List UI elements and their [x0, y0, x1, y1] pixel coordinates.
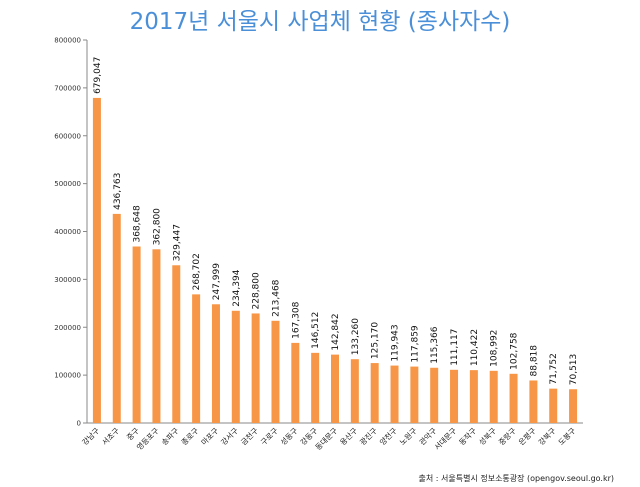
category-label: 종로구 — [180, 426, 201, 447]
category-label: 성북구 — [477, 426, 498, 447]
bar — [291, 342, 300, 423]
category-label: 중랑구 — [497, 426, 518, 447]
category-label: 용산구 — [338, 425, 360, 447]
bar-value-label: 110,422 — [470, 329, 480, 366]
y-tick-label: 0 — [77, 420, 81, 428]
bar-value-label: 88,818 — [529, 345, 539, 377]
category-label: 마포구 — [199, 426, 220, 447]
category-label: 구로구 — [259, 426, 280, 447]
y-tick-label: 100000 — [54, 372, 81, 380]
category-label: 은평구 — [516, 425, 538, 447]
bar — [350, 359, 359, 423]
y-tick-label: 800000 — [54, 37, 81, 45]
category-label: 노원구 — [398, 426, 419, 447]
source-note: 출처 : 서울특별시 정보소통광장 (opengov.seoul.go.kr) — [418, 474, 615, 483]
category-label: 서대문구 — [433, 426, 459, 452]
bar — [311, 352, 320, 423]
bar-value-label: 234,394 — [232, 269, 242, 306]
y-tick-label: 600000 — [54, 132, 81, 140]
bar — [132, 246, 141, 423]
bar — [430, 367, 439, 423]
bar — [251, 313, 260, 423]
bar — [410, 366, 419, 423]
bar-value-label: 70,513 — [569, 354, 579, 386]
bar-series — [92, 97, 578, 423]
bar-value-label: 133,260 — [351, 318, 361, 355]
bar-value-label: 108,992 — [490, 330, 500, 367]
category-label: 영등포구 — [134, 425, 161, 452]
category-label: 도봉구 — [556, 426, 577, 447]
bar-value-label: 102,758 — [510, 332, 520, 369]
bar — [529, 380, 538, 423]
bar-value-label: 679,047 — [93, 57, 103, 94]
bar-value-label: 213,468 — [271, 279, 281, 316]
bar — [152, 249, 161, 423]
category-label: 성동구 — [279, 426, 300, 447]
bar-value-label: 117,859 — [410, 325, 420, 362]
bar — [92, 97, 101, 423]
bar — [549, 388, 558, 423]
bar — [450, 369, 459, 423]
bar — [390, 365, 399, 423]
y-axis-ticks: 0 100000 200000 300000 400000 500000 600000 700… — [54, 37, 87, 428]
bar — [112, 213, 121, 423]
bar-value-label: 119,943 — [391, 324, 401, 361]
bar-value-label: 146,512 — [311, 312, 321, 349]
bar-value-label: 268,702 — [192, 253, 202, 290]
y-tick-label: 200000 — [54, 324, 81, 332]
category-label: 서초구 — [100, 426, 121, 447]
category-label: 양천구 — [377, 425, 399, 447]
bar — [172, 265, 181, 423]
bar-value-label: 71,752 — [549, 353, 559, 385]
bar-value-label: 167,308 — [291, 301, 301, 338]
category-label: 동작구 — [457, 425, 479, 447]
bar — [231, 310, 240, 423]
bar-value-label: 436,763 — [113, 173, 123, 210]
y-tick-label: 300000 — [54, 276, 81, 284]
bar — [489, 370, 498, 423]
y-tick-label: 700000 — [54, 84, 81, 92]
bar-value-label: 142,842 — [331, 313, 341, 350]
bar — [192, 294, 201, 423]
category-label: 동대문구 — [314, 426, 340, 452]
bar-value-label: 111,117 — [450, 329, 460, 366]
category-label: 송파구 — [160, 426, 181, 447]
bar-value-label: 115,366 — [430, 326, 440, 363]
y-tick-label: 500000 — [54, 180, 81, 188]
category-label: 광진구 — [357, 425, 379, 447]
bar-value-label: 368,648 — [133, 205, 143, 242]
bar-value-label: 125,170 — [371, 322, 381, 359]
category-label: 강서구 — [219, 425, 241, 447]
bar — [211, 304, 220, 423]
bar-value-label: 329,447 — [172, 224, 182, 261]
bar — [569, 389, 578, 423]
chart-title: 2017년 서울시 사업체 현황 (종사자수) — [129, 9, 511, 35]
bar-value-label: 228,800 — [252, 272, 262, 309]
category-label: 강북구 — [536, 425, 558, 447]
bar — [509, 373, 518, 423]
bar-value-label: 362,800 — [152, 208, 162, 245]
bar — [469, 370, 478, 423]
y-tick-label: 400000 — [54, 228, 81, 236]
bar-value-label: 247,999 — [212, 263, 222, 300]
bar — [331, 354, 339, 423]
value-labels: 679,047 436,763 368,648 362,800 329,447 268,7… — [93, 57, 579, 386]
category-label: 중구 — [125, 426, 141, 442]
bar — [271, 320, 280, 423]
category-label: 강남구 — [80, 425, 102, 447]
category-label: 금천구 — [238, 425, 260, 447]
bar — [370, 363, 379, 423]
